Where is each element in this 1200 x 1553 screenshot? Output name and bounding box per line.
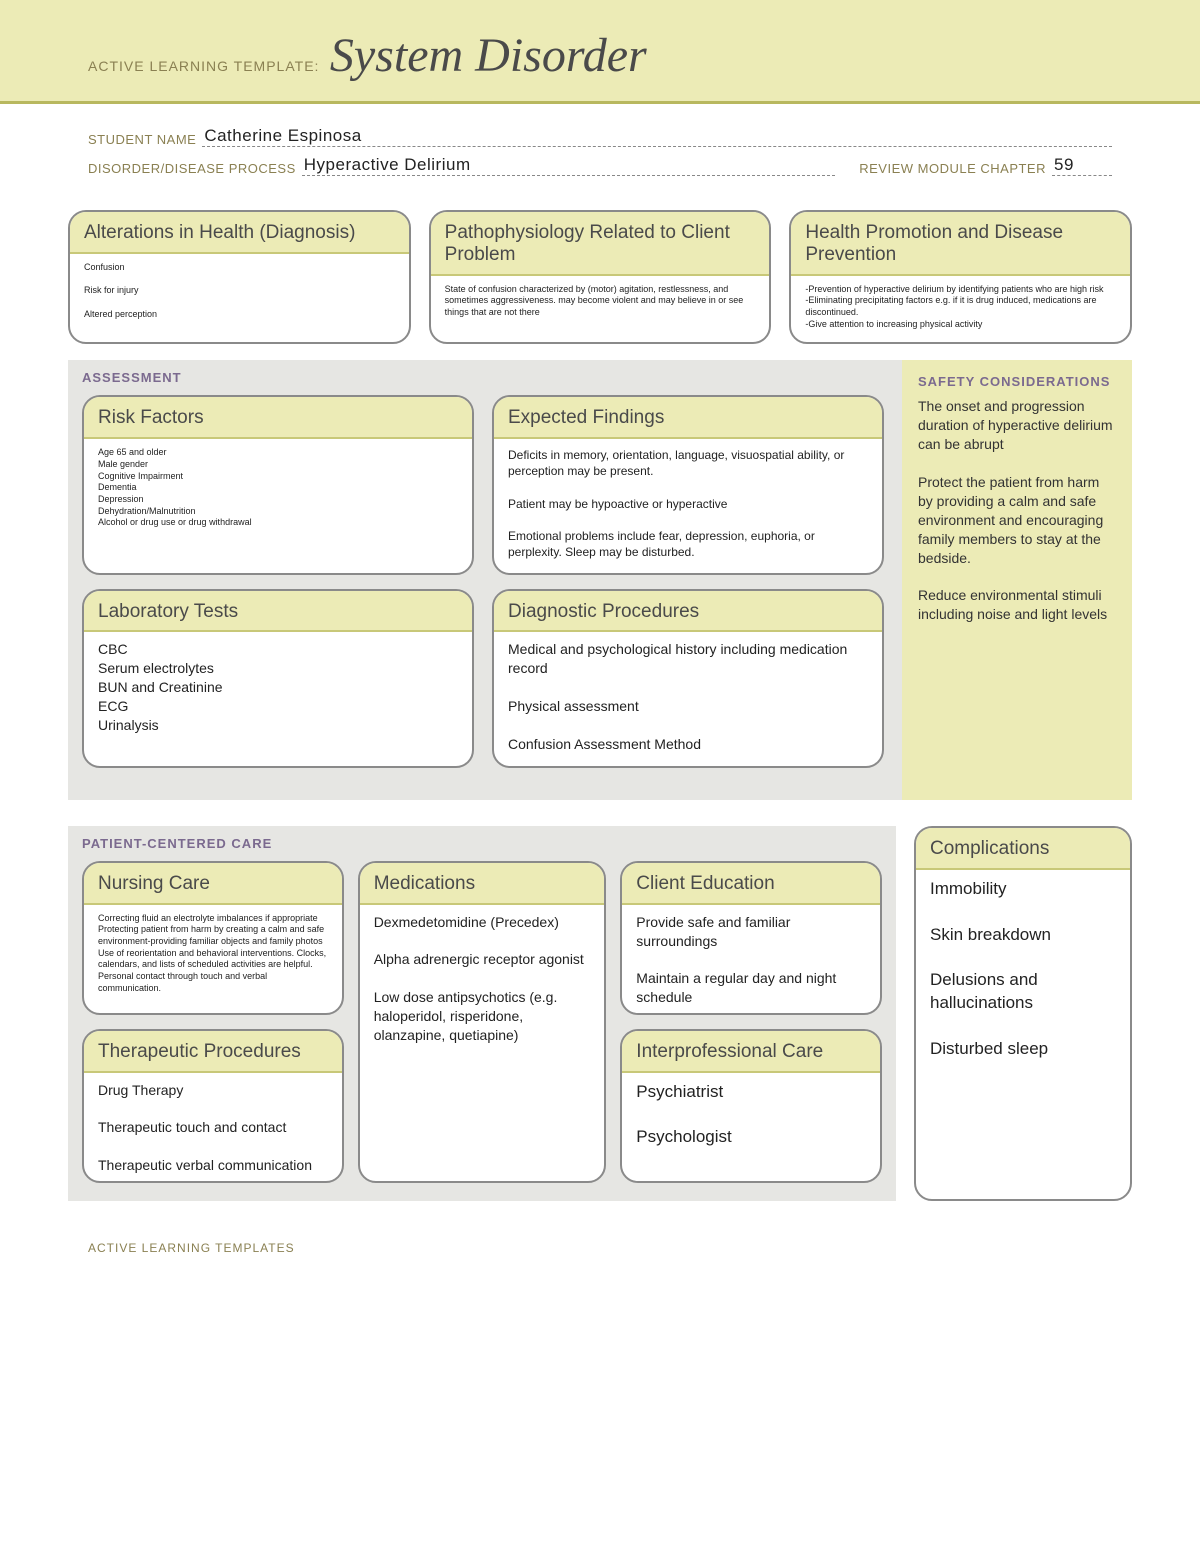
safety-panel: SAFETY CONSIDERATIONS The onset and prog… [902, 360, 1132, 799]
meta-row-process: DISORDER/DISEASE PROCESS Hyperactive Del… [88, 155, 1112, 176]
inter-card: Interprofessional Care Psychiatrist Psyc… [620, 1029, 882, 1183]
pcc-col2: Medications Dexmedetomidine (Precedex) A… [358, 861, 607, 1183]
labs-title: Laboratory Tests [84, 591, 472, 633]
top-row: Alterations in Health (Diagnosis) Confus… [68, 210, 1132, 344]
findings-body: Deficits in memory, orientation, languag… [494, 439, 882, 572]
chapter-label: REVIEW MODULE CHAPTER [859, 161, 1046, 176]
diag-body: Medical and psychological history includ… [494, 632, 882, 765]
edu-title: Client Education [622, 863, 880, 905]
pcc-col3: Client Education Provide safe and famili… [620, 861, 882, 1183]
promo-card: Health Promotion and Disease Prevention … [789, 210, 1132, 344]
promo-title: Health Promotion and Disease Prevention [791, 212, 1130, 276]
assessment-left: ASSESSMENT Risk Factors Age 65 and older… [82, 370, 884, 781]
content: Alterations in Health (Diagnosis) Confus… [0, 210, 1200, 1201]
edu-body: Provide safe and familiar surroundings M… [622, 905, 880, 1015]
header-band: ACTIVE LEARNING TEMPLATE: System Disorde… [0, 0, 1200, 104]
alterations-title: Alterations in Health (Diagnosis) [70, 212, 409, 254]
meta-block: STUDENT NAME Catherine Espinosa DISORDER… [0, 104, 1200, 198]
risk-body: Age 65 and older Male gender Cognitive I… [84, 439, 472, 541]
patho-card: Pathophysiology Related to Client Proble… [429, 210, 772, 344]
nursing-title: Nursing Care [84, 863, 342, 905]
complications-card: Complications Immobility Skin breakdown … [914, 826, 1132, 1201]
inter-body: Psychiatrist Psychologist [622, 1073, 880, 1162]
meds-body: Dexmedetomidine (Precedex) Alpha adrener… [360, 905, 605, 1057]
student-value: Catherine Espinosa [202, 126, 1112, 147]
assessment-label: ASSESSMENT [82, 370, 884, 385]
labs-body: CBC Serum electrolytes BUN and Creatinin… [84, 632, 472, 746]
alterations-body: Confusion Risk for injury Altered percep… [70, 254, 409, 332]
pcc-col1: Nursing Care Correcting fluid an electro… [82, 861, 344, 1183]
pcc-grid: Nursing Care Correcting fluid an electro… [82, 861, 882, 1183]
promo-body: -Prevention of hyperactive delirium by i… [791, 276, 1130, 343]
meta-row-student: STUDENT NAME Catherine Espinosa [88, 126, 1112, 147]
header-prefix: ACTIVE LEARNING TEMPLATE: [88, 58, 319, 74]
pcc-label: PATIENT-CENTERED CARE [82, 836, 882, 851]
nursing-card: Nursing Care Correcting fluid an electro… [82, 861, 344, 1015]
patho-title: Pathophysiology Related to Client Proble… [431, 212, 770, 276]
diag-card: Diagnostic Procedures Medical and psycho… [492, 589, 884, 768]
page: ACTIVE LEARNING TEMPLATE: System Disorde… [0, 0, 1200, 1295]
meds-title: Medications [360, 863, 605, 905]
meds-card: Medications Dexmedetomidine (Precedex) A… [358, 861, 607, 1183]
alterations-card: Alterations in Health (Diagnosis) Confus… [68, 210, 411, 344]
pcc-main: PATIENT-CENTERED CARE Nursing Care Corre… [68, 826, 896, 1201]
pcc-wrap: PATIENT-CENTERED CARE Nursing Care Corre… [68, 826, 1132, 1201]
safety-body: The onset and progression duration of hy… [918, 397, 1116, 624]
therapeutic-title: Therapeutic Procedures [84, 1031, 342, 1073]
therapeutic-body: Drug Therapy Therapeutic touch and conta… [84, 1073, 342, 1183]
student-label: STUDENT NAME [88, 132, 196, 147]
inter-title: Interprofessional Care [622, 1031, 880, 1073]
findings-title: Expected Findings [494, 397, 882, 439]
patho-body: State of confusion characterized by (mot… [431, 276, 770, 331]
footer: ACTIVE LEARNING TEMPLATES [0, 1201, 1200, 1255]
assessment-row2: Laboratory Tests CBC Serum electrolytes … [82, 589, 884, 768]
diag-title: Diagnostic Procedures [494, 591, 882, 633]
chapter-value: 59 [1052, 155, 1112, 176]
findings-card: Expected Findings Deficits in memory, or… [492, 395, 884, 574]
assessment-row1: Risk Factors Age 65 and older Male gende… [82, 395, 884, 574]
process-label: DISORDER/DISEASE PROCESS [88, 161, 296, 176]
therapeutic-card: Therapeutic Procedures Drug Therapy Ther… [82, 1029, 344, 1183]
risk-title: Risk Factors [84, 397, 472, 439]
header-title: System Disorder [330, 29, 647, 82]
edu-card: Client Education Provide safe and famili… [620, 861, 882, 1015]
process-value: Hyperactive Delirium [302, 155, 835, 176]
labs-card: Laboratory Tests CBC Serum electrolytes … [82, 589, 474, 768]
assessment-section: ASSESSMENT Risk Factors Age 65 and older… [68, 360, 1132, 799]
complications-title: Complications [916, 828, 1130, 870]
nursing-body: Correcting fluid an electrolyte imbalanc… [84, 905, 342, 1007]
chapter-group: REVIEW MODULE CHAPTER 59 [859, 155, 1112, 176]
process-group: DISORDER/DISEASE PROCESS Hyperactive Del… [88, 155, 835, 176]
risk-card: Risk Factors Age 65 and older Male gende… [82, 395, 474, 574]
complications-body: Immobility Skin breakdown Delusions and … [916, 870, 1130, 1074]
safety-label: SAFETY CONSIDERATIONS [918, 374, 1116, 389]
